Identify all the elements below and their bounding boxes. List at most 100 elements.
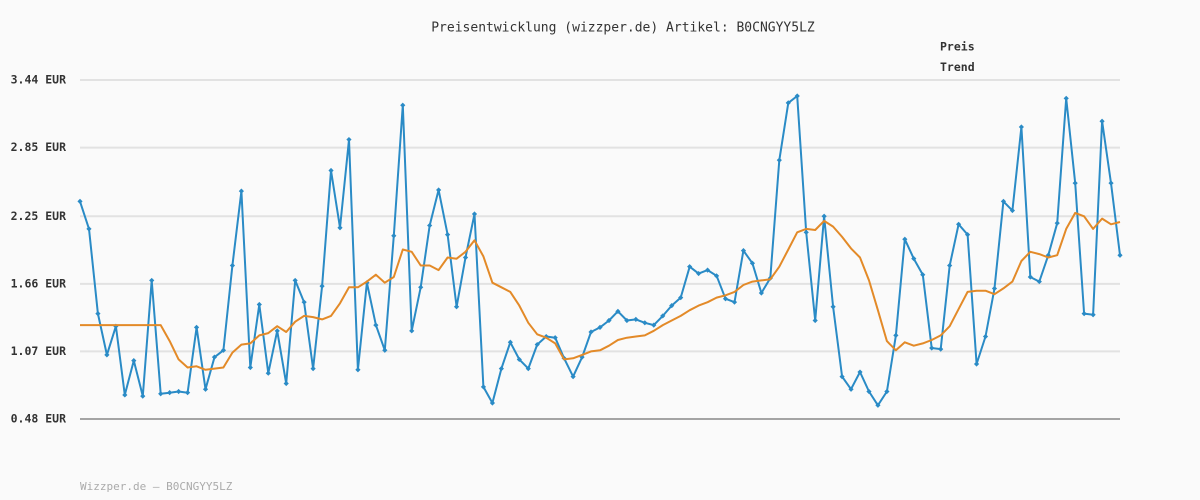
data-point	[382, 347, 388, 353]
data-point	[713, 273, 720, 279]
data-point	[337, 225, 343, 231]
data-point	[167, 390, 173, 396]
data-point	[588, 329, 594, 335]
data-point	[633, 316, 639, 322]
data-point	[678, 295, 684, 301]
data-point	[1000, 198, 1007, 204]
y-tick-label: 3.44 EUR	[11, 73, 66, 87]
data-point	[453, 304, 460, 310]
data-point	[830, 304, 836, 310]
data-point	[247, 364, 253, 371]
data-point	[1099, 118, 1105, 124]
data-point	[982, 333, 989, 340]
data-point	[1054, 220, 1060, 226]
data-point	[991, 285, 998, 292]
data-point	[498, 366, 504, 372]
data-point	[400, 102, 406, 108]
data-point	[669, 303, 675, 309]
data-point	[176, 388, 182, 395]
data-point	[202, 386, 209, 392]
data-point	[86, 226, 92, 232]
data-point	[104, 352, 110, 358]
data-point	[543, 333, 549, 340]
data-point	[740, 248, 747, 254]
data-point	[1108, 180, 1114, 186]
series-line	[80, 211, 1121, 371]
data-point	[615, 308, 621, 314]
data-point	[758, 290, 764, 296]
data-point	[140, 393, 146, 399]
data-point	[731, 299, 738, 305]
data-point	[328, 167, 334, 174]
data-point	[704, 267, 711, 273]
data-point	[301, 299, 307, 305]
legend-label: Preis	[940, 40, 975, 54]
data-point	[642, 320, 648, 326]
y-tick-label: 1.07 EUR	[11, 344, 66, 358]
y-tick-label: 2.25 EUR	[11, 209, 66, 223]
data-point	[1009, 207, 1016, 214]
data-point	[875, 402, 881, 408]
data-point	[722, 296, 729, 302]
data-point	[95, 311, 101, 317]
data-point	[256, 301, 262, 308]
data-point	[857, 369, 863, 375]
data-point	[947, 262, 953, 269]
data-point	[373, 322, 379, 328]
data-point	[525, 366, 531, 372]
data-point	[597, 324, 603, 330]
data-point	[355, 367, 361, 373]
data-point	[1090, 312, 1096, 318]
data-point	[624, 317, 630, 324]
data-point	[158, 391, 164, 397]
data-point	[409, 328, 415, 334]
data-point	[516, 356, 522, 363]
data-point	[552, 335, 558, 341]
data-point	[651, 322, 657, 328]
data-point	[184, 390, 191, 396]
data-point	[956, 221, 962, 227]
data-point	[265, 370, 271, 376]
data-point	[462, 254, 469, 261]
data-point	[471, 211, 478, 217]
data-point	[427, 222, 433, 229]
data-point	[346, 136, 352, 143]
legend-label: Trend	[940, 60, 975, 74]
source-note: Wizzper.de – B0CNGYY5LZ	[80, 480, 233, 493]
y-tick-label: 2.85 EUR	[11, 140, 66, 154]
data-point	[920, 272, 926, 278]
data-point	[964, 232, 971, 238]
data-point	[149, 277, 155, 284]
data-point	[893, 332, 899, 338]
data-point	[1045, 252, 1051, 258]
data-point	[794, 93, 800, 99]
data-point	[418, 284, 424, 290]
data-point	[839, 374, 845, 380]
data-point	[902, 236, 908, 242]
data-point	[319, 283, 325, 289]
data-point	[534, 341, 540, 348]
data-point	[131, 357, 137, 364]
data-point	[973, 361, 980, 367]
data-point	[507, 339, 513, 345]
data-point	[660, 313, 666, 319]
data-point	[938, 346, 944, 352]
data-point	[776, 157, 782, 163]
y-tick-label: 1.66 EUR	[11, 276, 66, 290]
data-point	[274, 328, 280, 334]
y-tick-label: 0.48 EUR	[11, 412, 66, 426]
data-point	[211, 354, 218, 360]
data-point	[866, 388, 872, 395]
data-point	[821, 213, 827, 219]
data-point	[1027, 274, 1033, 280]
data-point	[1036, 278, 1042, 285]
data-point	[1072, 180, 1078, 186]
data-point	[749, 260, 756, 266]
data-point	[1081, 311, 1087, 317]
data-point	[687, 264, 693, 270]
data-point	[292, 277, 298, 284]
data-point	[480, 384, 487, 390]
chart-title: Preisentwicklung (wizzper.de) Artikel: B…	[431, 21, 815, 36]
